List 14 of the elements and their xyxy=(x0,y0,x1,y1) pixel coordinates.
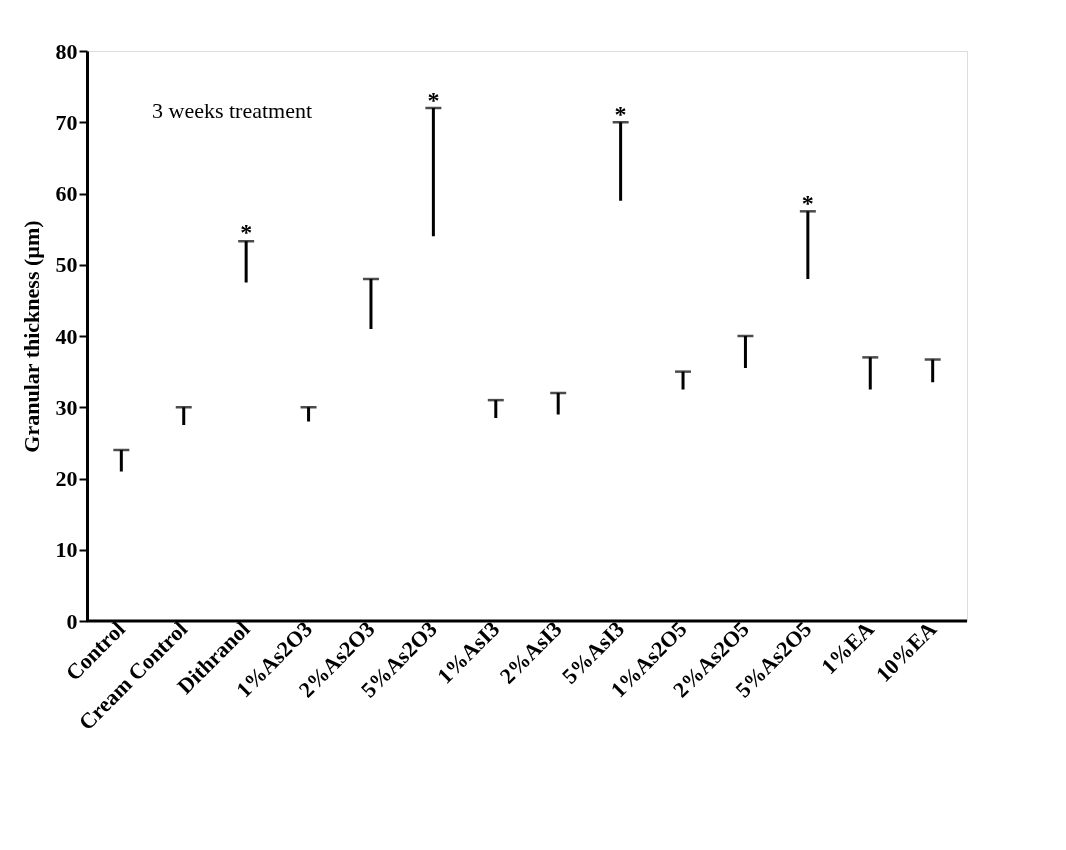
y-tick-label: 50 xyxy=(55,252,78,278)
y-tick-label: 30 xyxy=(55,394,78,420)
y-tick-label: 70 xyxy=(55,109,78,135)
y-axis-title: Granular thickness (µm) xyxy=(18,220,44,453)
y-tick-label: 60 xyxy=(55,181,78,206)
annotation: * xyxy=(614,101,627,127)
annotation: * xyxy=(801,190,814,216)
annotation: * xyxy=(427,87,440,113)
y-tick-label: 20 xyxy=(55,466,78,491)
annotation: * xyxy=(240,219,253,245)
y-tick-label: 40 xyxy=(55,323,78,349)
annotation: 3 weeks treatment xyxy=(152,98,313,123)
y-tick-label: 80 xyxy=(55,38,78,64)
y-tick-label: 10 xyxy=(55,537,78,563)
